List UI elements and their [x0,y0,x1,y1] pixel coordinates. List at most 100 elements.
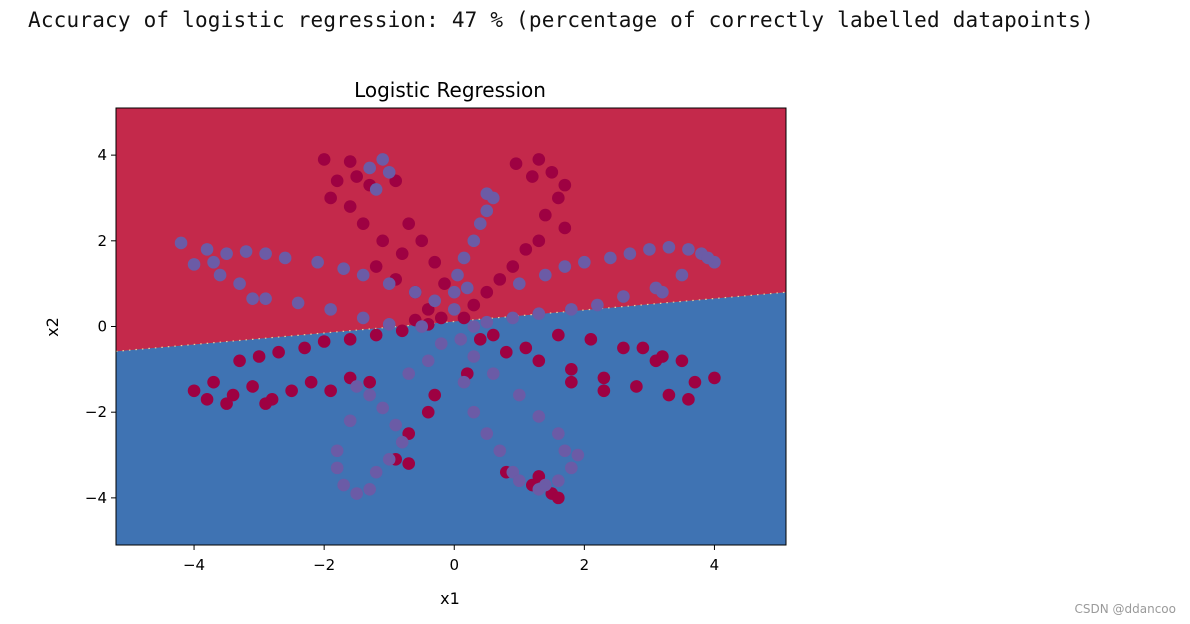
data-point [272,345,285,359]
data-point [304,375,318,389]
data-point [708,371,721,385]
data-point [343,414,357,428]
data-point [480,315,494,329]
data-point [480,285,494,299]
data-point [356,311,370,325]
data-point [597,384,611,398]
y-tick-label: −4 [85,489,107,507]
data-point [402,217,416,230]
data-point [363,388,376,402]
data-point [402,457,416,470]
data-point [402,427,416,440]
data-point [513,277,526,290]
data-point [552,474,565,488]
data-point [467,298,481,312]
data-point [369,465,383,479]
data-point [617,341,630,355]
data-point [207,255,220,269]
data-point [376,401,389,415]
data-point [480,204,494,218]
data-point [656,285,669,299]
data-point [506,465,520,479]
data-point [220,397,233,410]
data-point [213,268,227,282]
data-point [630,380,643,393]
data-point [558,260,572,273]
y-axis-label: x2 [43,317,62,337]
data-point [591,298,604,312]
data-point [343,200,357,213]
data-point [532,234,546,248]
data-point [330,461,344,475]
data-point [278,251,292,265]
data-point [532,470,546,483]
data-point [343,155,357,168]
x-tick-label: −2 [313,556,335,574]
data-point [356,268,370,282]
data-point [597,371,611,385]
data-point [486,367,500,380]
data-point [421,405,435,419]
data-point [552,491,565,505]
data-point [584,333,598,346]
plot-area: −4 −2 0 2 4 4 2 0 −2 −4 [85,107,787,574]
data-point [454,333,468,346]
data-point [526,170,539,183]
data-point [298,341,311,355]
data-point [239,245,253,258]
data-point [558,178,572,192]
data-point [467,405,481,419]
data-point [532,354,546,368]
data-point [369,183,383,196]
data-point [565,303,578,316]
data-point [447,285,461,299]
data-point [539,268,552,282]
data-point [285,384,298,398]
data-point [207,375,220,389]
data-point [662,388,676,402]
data-point [369,328,383,342]
y-tick-label: −2 [85,403,107,421]
data-point [363,375,376,389]
region-upper [116,108,786,352]
data-point [473,333,487,346]
data-point [356,217,370,230]
data-point [324,303,337,316]
data-point [363,161,376,175]
data-point [330,174,344,188]
data-point [428,255,442,269]
data-point [509,157,523,170]
data-point [252,350,266,363]
data-point [565,461,578,475]
data-point [343,371,357,385]
data-point [545,165,559,179]
x-tick-label: 4 [710,556,720,574]
data-point [311,255,324,269]
data-point [457,251,471,265]
data-point [675,268,689,282]
data-point [519,341,533,355]
data-point [532,410,546,423]
data-point [259,397,272,410]
accuracy-output-text: Accuracy of logistic regression: 47 % (p… [28,8,1094,32]
data-point [246,380,259,393]
data-point [226,388,240,402]
data-point [682,393,695,406]
data-point [539,208,552,222]
data-point [617,290,630,303]
data-point [324,384,337,398]
data-point [643,243,656,256]
data-point [513,388,526,402]
data-point [675,354,689,368]
y-tick-label: 2 [97,232,107,250]
data-point [324,191,337,205]
data-point [532,153,546,166]
data-point [408,285,422,299]
y-tick-label: 4 [97,146,107,164]
data-point [382,453,396,466]
data-point [558,444,572,458]
data-point [376,153,389,166]
x-tick-label: 2 [580,556,590,574]
data-point [317,153,331,166]
